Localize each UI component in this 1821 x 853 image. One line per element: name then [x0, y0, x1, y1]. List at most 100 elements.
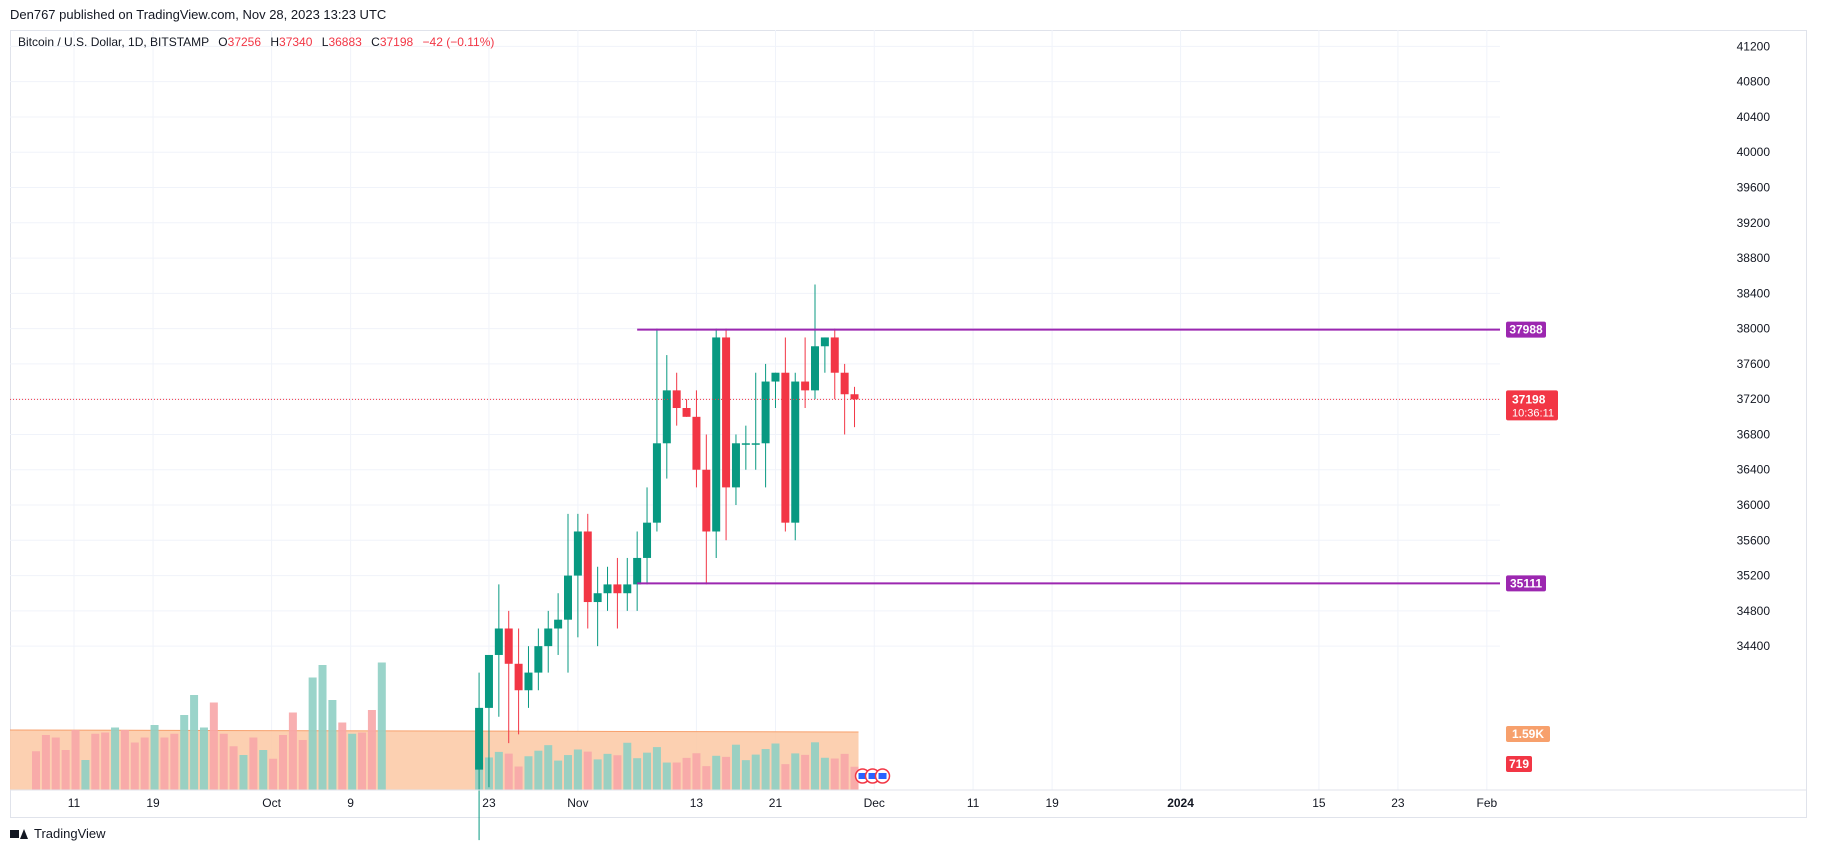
volume-bar	[170, 733, 179, 790]
volume-bar	[61, 750, 70, 790]
candle-body	[564, 575, 572, 620]
candle-body	[534, 646, 543, 673]
volume-bar	[583, 751, 592, 790]
volume-bar	[524, 756, 533, 790]
volume-bar	[791, 753, 800, 790]
candle-body	[741, 443, 750, 445]
x-tick-label: 15	[1312, 796, 1326, 810]
y-tick-label: 36000	[1737, 498, 1771, 512]
candle-body	[702, 469, 711, 532]
candle-body	[623, 584, 632, 594]
y-tick-label: 38800	[1737, 251, 1771, 265]
y-tick-label: 36800	[1737, 427, 1771, 441]
volume-bar	[850, 766, 859, 790]
candle-body	[603, 584, 612, 594]
volume-last-label: 719	[1509, 757, 1529, 771]
candle-body	[811, 346, 819, 391]
volume-bar	[633, 758, 642, 790]
volume-bar	[239, 755, 248, 790]
candle-body	[504, 628, 513, 664]
volume-bar	[811, 742, 819, 790]
event-flag-body	[868, 773, 877, 779]
x-tick-label: 19	[146, 796, 160, 810]
candle-body	[554, 619, 563, 629]
candle-body	[801, 381, 810, 391]
candle-body	[731, 443, 740, 488]
last-price-badge	[1506, 390, 1558, 421]
x-tick-label: Oct	[262, 796, 281, 810]
symbol-name: Bitcoin / U.S. Dollar, 1D, BITSTAMP	[18, 35, 209, 49]
volume-bar	[781, 764, 790, 790]
y-tick-label: 40400	[1737, 110, 1771, 124]
volume-bar	[41, 735, 50, 790]
symbol-ohlc-line: Bitcoin / U.S. Dollar, 1D, BITSTAMP O372…	[18, 35, 494, 49]
volume-bar	[573, 749, 582, 790]
volume-bar	[623, 742, 632, 790]
candle-body	[840, 372, 849, 395]
volume-bar	[672, 762, 681, 790]
candle-body	[633, 557, 642, 585]
volume-bar	[544, 745, 553, 790]
volume-bar	[593, 759, 602, 790]
y-tick-label: 34800	[1737, 604, 1771, 618]
x-tick-label: Feb	[1476, 796, 1497, 810]
candle-body	[494, 628, 503, 655]
x-tick-label: 19	[1045, 796, 1059, 810]
volume-bar	[722, 756, 731, 790]
volume-bar	[534, 750, 543, 790]
y-tick-label: 38000	[1737, 322, 1771, 336]
volume-ma-label: 1.59K	[1512, 727, 1544, 741]
volume-bar	[692, 753, 701, 790]
volume-bar	[840, 753, 849, 790]
event-flag-body	[858, 773, 867, 779]
candle-body	[850, 394, 859, 400]
candle-body	[761, 381, 770, 444]
volume-bar	[731, 744, 740, 790]
volume-ma-badge	[1506, 726, 1550, 742]
candle-body	[771, 372, 780, 382]
tradingview-logo-icon	[10, 828, 28, 839]
volume-bar	[603, 753, 612, 790]
x-tick-label: 2024	[1167, 796, 1194, 810]
volume-bar	[259, 750, 268, 790]
volume-bar	[199, 727, 208, 790]
price-level-badge	[1506, 575, 1546, 592]
candle-body	[652, 443, 661, 523]
candle-body	[751, 443, 760, 445]
volume-bar	[130, 742, 139, 790]
candle-body	[583, 531, 592, 603]
volume-bar	[712, 755, 721, 790]
footer-brand: TradingView	[34, 826, 106, 841]
y-tick-label: 37200	[1737, 392, 1771, 406]
volume-bar	[160, 737, 169, 790]
volume-bar	[140, 737, 149, 790]
volume-bar	[751, 754, 760, 790]
y-tick-label: 37600	[1737, 357, 1771, 371]
y-tick-label: 34400	[1737, 639, 1771, 653]
volume-bar	[111, 727, 120, 790]
volume-bar	[367, 710, 376, 790]
volume-bar	[91, 733, 100, 790]
volume-bar	[643, 752, 652, 790]
volume-last-badge	[1506, 756, 1532, 772]
volume-bar	[682, 757, 691, 790]
candle-body	[643, 522, 652, 558]
footer[interactable]: TradingView	[10, 826, 106, 841]
price-level-label: 35111	[1510, 576, 1542, 590]
volume-bar	[71, 730, 80, 790]
candle-body	[820, 337, 829, 347]
close-value: 37198	[379, 35, 414, 49]
x-tick-label: Nov	[567, 796, 588, 810]
volume-bar	[702, 766, 711, 790]
candle-body	[573, 531, 582, 576]
x-tick-label: 9	[347, 796, 354, 810]
candle-body	[484, 654, 493, 708]
y-tick-label: 38400	[1737, 286, 1771, 300]
volume-bar	[288, 712, 297, 790]
high-label: H	[270, 35, 280, 49]
y-tick-label: 35200	[1737, 569, 1771, 583]
last-price-label: 37198	[1512, 392, 1546, 406]
volume-bar	[150, 725, 159, 790]
candle-body	[712, 337, 721, 532]
